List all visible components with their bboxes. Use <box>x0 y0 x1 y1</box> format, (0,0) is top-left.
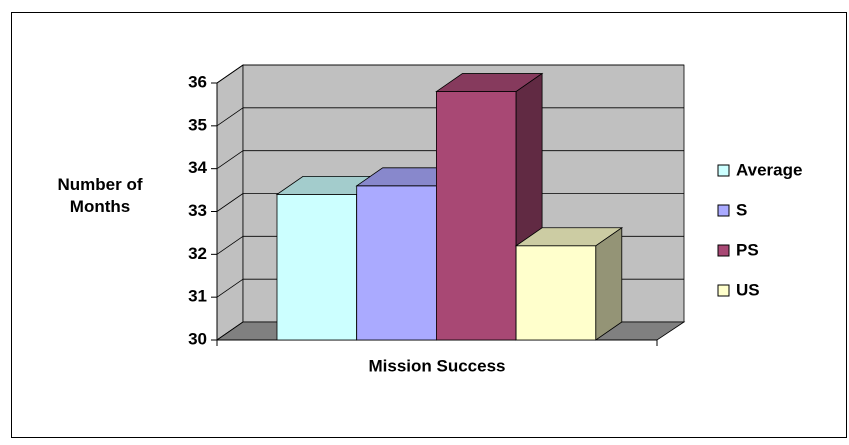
legend-label: Average <box>736 160 802 179</box>
grid-line <box>216 150 244 169</box>
bar <box>356 185 437 341</box>
y-tick-label: 30 <box>188 329 207 348</box>
bar <box>276 193 358 341</box>
y-tick-label: 32 <box>188 244 207 263</box>
y-tick-label: 36 <box>188 72 207 91</box>
y-axis-title: Number of Months <box>58 175 143 216</box>
grid-line <box>216 107 244 127</box>
bar <box>515 245 597 341</box>
bar-side <box>595 227 623 341</box>
grid-line <box>216 236 244 255</box>
legend-label: PS <box>736 240 759 259</box>
legend-label: US <box>736 280 760 299</box>
grid-line <box>216 64 244 84</box>
legend-swatch <box>717 164 730 177</box>
y-tick-label: 33 <box>188 201 207 220</box>
y-tick-label: 34 <box>188 158 207 177</box>
grid-line <box>216 278 244 298</box>
legend-swatch <box>717 284 730 297</box>
bar <box>435 91 517 341</box>
y-tick-label: 35 <box>188 115 207 134</box>
y-tick-label: 31 <box>188 287 207 306</box>
legend-label: S <box>736 200 747 219</box>
legend-swatch <box>717 244 730 257</box>
grid-line <box>216 193 244 212</box>
legend-swatch <box>717 204 730 217</box>
category-label: Mission Success <box>368 356 505 375</box>
